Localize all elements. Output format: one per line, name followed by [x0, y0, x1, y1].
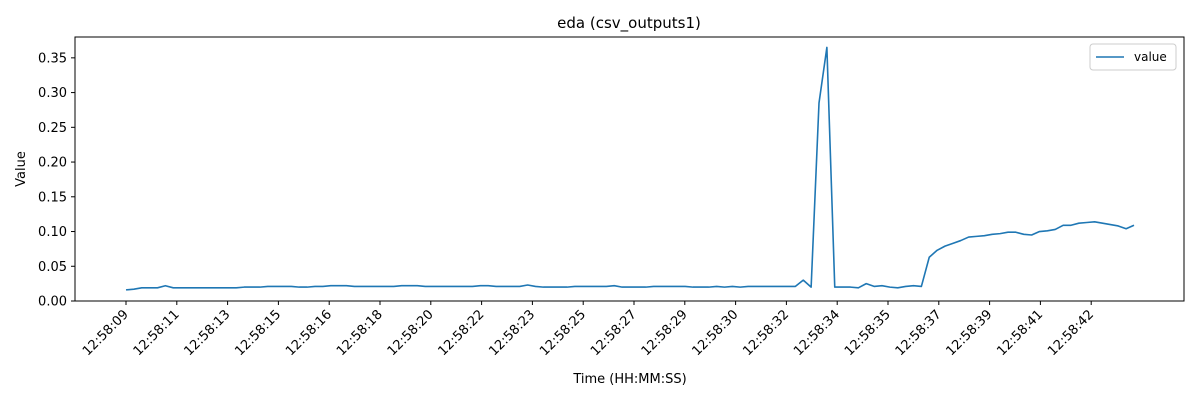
x-tick-label: 12:58:35 [842, 307, 894, 359]
x-tick-label: 12:58:32 [740, 307, 792, 359]
y-tick-label: 0.15 [38, 190, 67, 205]
x-tick-label: 12:58:25 [537, 307, 589, 359]
x-axis-ticks: 12:58:0912:58:1112:58:1312:58:1512:58:16… [80, 301, 1097, 359]
x-tick-label: 12:58:30 [690, 307, 742, 359]
chart-title: eda (csv_outputs1) [557, 14, 701, 33]
x-tick-label: 12:58:18 [334, 307, 386, 359]
x-axis-label: Time (HH:MM:SS) [572, 372, 686, 387]
plot-frame [74, 36, 1185, 302]
y-tick-label: 0.10 [38, 225, 67, 240]
x-tick-label: 12:58:37 [893, 307, 945, 359]
y-axis-ticks: 0.00 0.05 0.10 0.15 0.20 0.25 0.30 0.35 [38, 51, 75, 310]
x-tick-label: 12:58:27 [588, 307, 640, 359]
y-tick-label: 0.20 [38, 156, 67, 171]
y-tick-label: 0.05 [38, 260, 67, 275]
x-tick-label: 12:58:41 [994, 307, 1046, 359]
legend: value [1089, 43, 1177, 71]
x-tick-label: 12:58:11 [131, 307, 183, 359]
x-tick-label: 12:58:16 [283, 307, 335, 359]
x-tick-label: 12:58:29 [639, 307, 691, 359]
legend-box [1089, 43, 1177, 71]
x-tick-label: 12:58:20 [385, 307, 437, 359]
series-line-value [125, 46, 1135, 291]
x-tick-label: 12:58:22 [436, 307, 488, 359]
x-tick-label: 12:58:42 [1045, 307, 1097, 359]
y-tick-label: 0.00 [38, 295, 67, 310]
x-tick-label: 12:58:15 [232, 307, 284, 359]
y-tick-label: 0.30 [38, 86, 67, 101]
y-tick-label: 0.35 [38, 51, 67, 66]
x-tick-label: 12:58:34 [791, 307, 843, 359]
x-tick-label: 12:58:23 [486, 307, 538, 359]
x-tick-label: 12:58:39 [944, 307, 996, 359]
y-tick-label: 0.25 [38, 121, 67, 136]
legend-label: value [1134, 50, 1167, 64]
x-tick-label: 12:58:13 [182, 307, 234, 359]
x-tick-label: 12:58:09 [80, 307, 132, 359]
y-axis-label: Value [14, 151, 29, 187]
